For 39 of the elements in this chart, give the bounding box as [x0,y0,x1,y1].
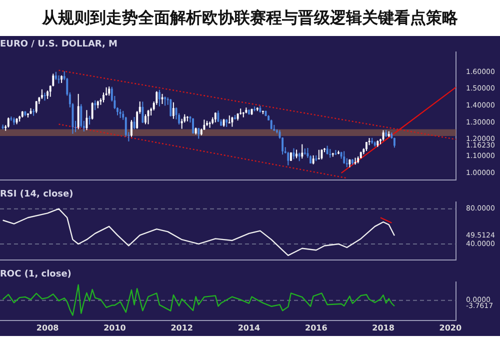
candlestick [343,150,346,164]
candlestick [35,100,38,114]
candlestick [198,127,200,140]
candlestick [192,118,194,134]
x-tick-label: 2016 [304,323,328,332]
candlestick [130,120,132,138]
candlestick [142,101,144,124]
x-tick-label: 2010 [104,323,126,332]
candlestick [270,119,272,130]
chart-subtitle: EURO / U.S. DOLLAR, M [0,40,118,50]
candlestick [7,116,10,128]
chart-title: RSI (14, close) [0,190,74,200]
chart-title: 从规则到走势全面解析欧协联赛程与晋级逻辑关键看点策略 [40,6,459,28]
candlestick [231,116,234,128]
chart-title: ROC (1, close) [0,270,72,280]
x-tick-label: 2020 [439,323,462,332]
candlestick [287,151,290,166]
candlestick [77,93,80,130]
candlestick [320,148,323,160]
candlestick [180,118,183,130]
x-tick-label: 2012 [170,323,193,332]
candlestick [170,98,172,117]
candlestick [80,104,82,128]
candlestick [158,89,160,107]
x-tick-label: 2008 [36,323,60,332]
candlestick [172,102,174,120]
candlestick [108,86,110,96]
x-tick-label: 2014 [238,323,261,332]
candlestick [228,114,230,124]
candlestick [301,144,304,160]
candlestick [217,110,220,123]
candlestick [144,114,146,125]
x-tick-label: 2018 [372,323,395,332]
candlestick [133,116,136,130]
candlestick [91,102,94,120]
candlestick [214,112,216,123]
candlestick [318,149,320,160]
candlestick [86,110,88,131]
candlestick [94,100,96,111]
